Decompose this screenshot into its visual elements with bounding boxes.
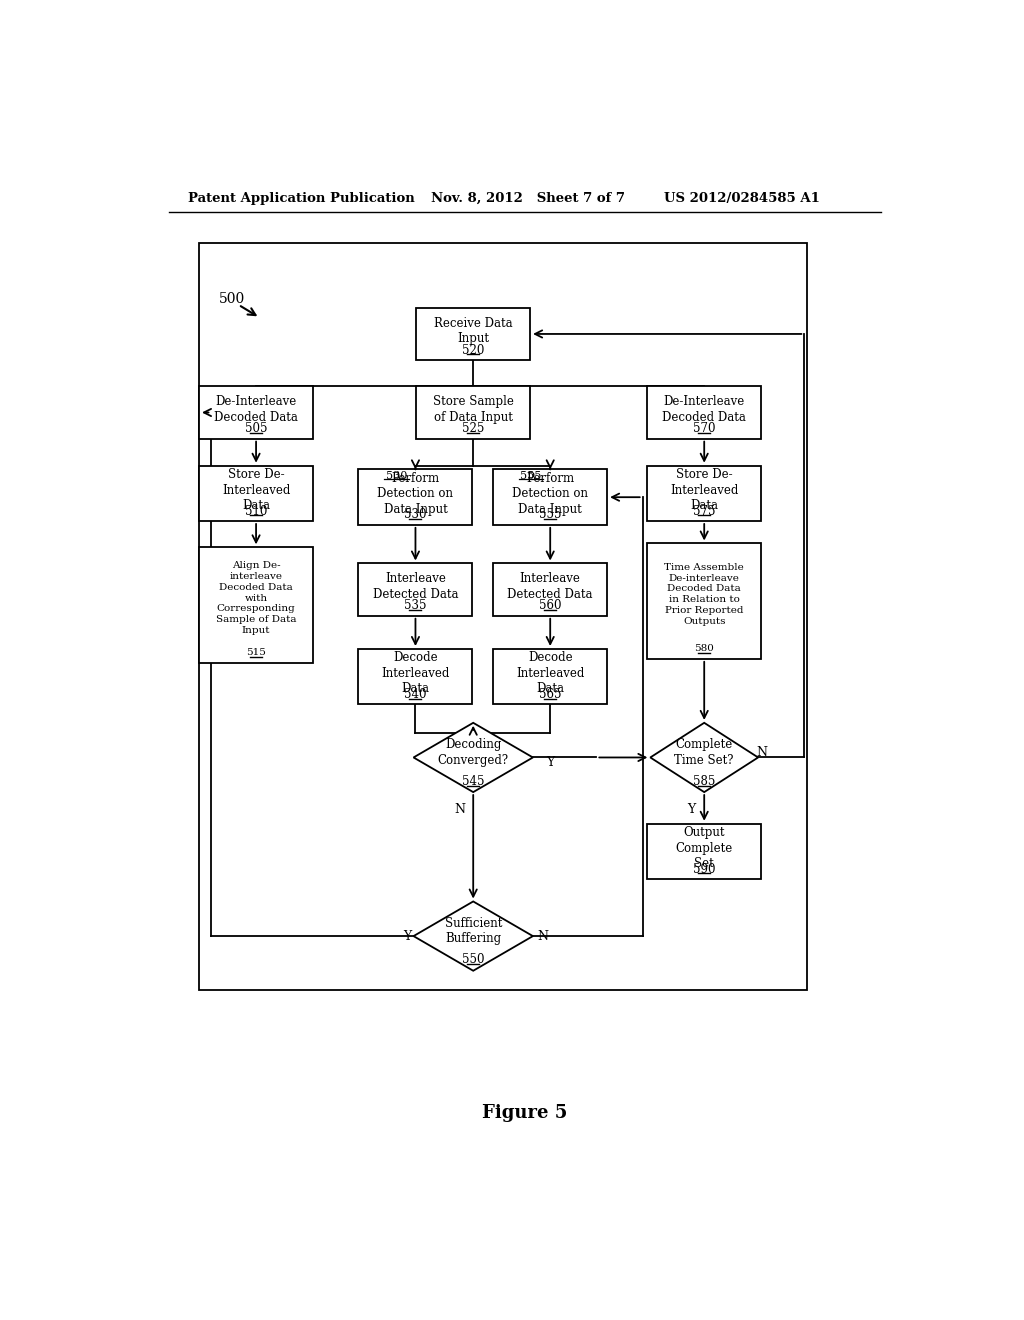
Text: 530: 530: [404, 508, 427, 521]
Text: 565: 565: [539, 688, 561, 701]
Text: 580: 580: [694, 644, 714, 653]
Bar: [199, 387, 313, 438]
Text: Receive Data
Input: Receive Data Input: [434, 317, 513, 345]
Text: Sufficient
Buffering: Sufficient Buffering: [444, 917, 502, 945]
Text: Patent Application Publication: Patent Application Publication: [188, 191, 415, 205]
Bar: [199, 466, 313, 521]
Text: 550: 550: [462, 953, 484, 966]
Bar: [358, 470, 472, 525]
Text: 575: 575: [693, 504, 716, 517]
Text: 590: 590: [693, 862, 716, 875]
Text: Time Assemble
De-interleave
Decoded Data
in Relation to
Prior Reported
Outputs: Time Assemble De-interleave Decoded Data…: [665, 562, 744, 626]
Text: Figure 5: Figure 5: [482, 1105, 567, 1122]
Text: 540: 540: [404, 688, 427, 701]
Bar: [416, 308, 530, 360]
Text: Perform
Detection on
Data Input: Perform Detection on Data Input: [512, 471, 588, 516]
Polygon shape: [414, 902, 532, 970]
Bar: [358, 649, 472, 705]
Text: Decode
Interleaved
Data: Decode Interleaved Data: [516, 651, 585, 696]
Text: Decoding
Converged?: Decoding Converged?: [437, 738, 509, 767]
Text: Output
Complete
Set: Output Complete Set: [676, 826, 733, 870]
Polygon shape: [650, 723, 758, 792]
Text: Y: Y: [403, 929, 412, 942]
Text: Y: Y: [687, 803, 695, 816]
Bar: [199, 548, 313, 663]
Text: 560: 560: [539, 599, 561, 612]
Text: 520: 520: [462, 343, 484, 356]
Bar: [647, 544, 761, 659]
Text: De-Interleave
Decoded Data: De-Interleave Decoded Data: [663, 395, 746, 424]
Text: 555: 555: [520, 471, 542, 480]
Bar: [494, 649, 607, 705]
Text: Decode
Interleaved
Data: Decode Interleaved Data: [381, 651, 450, 696]
Bar: [494, 470, 607, 525]
Text: 570: 570: [693, 422, 716, 436]
Text: 545: 545: [462, 775, 484, 788]
Text: 530: 530: [385, 471, 407, 480]
Text: 500: 500: [219, 292, 246, 306]
Text: Interleave
Detected Data: Interleave Detected Data: [508, 572, 593, 601]
Text: Store Sample
of Data Input: Store Sample of Data Input: [433, 395, 514, 424]
Bar: [358, 564, 472, 615]
Text: Interleave
Detected Data: Interleave Detected Data: [373, 572, 458, 601]
Text: N: N: [537, 929, 548, 942]
Text: Store De-
Interleaved
Data: Store De- Interleaved Data: [222, 469, 290, 512]
Text: 505: 505: [245, 422, 267, 436]
Text: 555: 555: [539, 508, 561, 521]
Text: 535: 535: [404, 599, 427, 612]
Text: Y: Y: [546, 756, 554, 770]
Bar: [647, 824, 761, 879]
Text: 510: 510: [245, 504, 267, 517]
Bar: [647, 387, 761, 438]
Polygon shape: [414, 723, 532, 792]
Text: 585: 585: [693, 775, 716, 788]
Text: N: N: [757, 746, 767, 759]
Text: 525: 525: [462, 422, 484, 436]
Bar: [494, 564, 607, 615]
Text: US 2012/0284585 A1: US 2012/0284585 A1: [665, 191, 820, 205]
Text: Store De-
Interleaved
Data: Store De- Interleaved Data: [670, 469, 738, 512]
Text: Perform
Detection on
Data Input: Perform Detection on Data Input: [378, 471, 454, 516]
Bar: [647, 466, 761, 521]
Bar: [416, 387, 530, 438]
Text: Align De-
interleave
Decoded Data
with
Corresponding
Sample of Data
Input: Align De- interleave Decoded Data with C…: [216, 561, 296, 635]
Bar: [199, 243, 807, 990]
Text: N: N: [455, 803, 466, 816]
Text: 515: 515: [246, 648, 266, 657]
Text: Nov. 8, 2012   Sheet 7 of 7: Nov. 8, 2012 Sheet 7 of 7: [431, 191, 625, 205]
Text: Complete
Time Set?: Complete Time Set?: [675, 738, 734, 767]
Text: De-Interleave
Decoded Data: De-Interleave Decoded Data: [214, 395, 298, 424]
